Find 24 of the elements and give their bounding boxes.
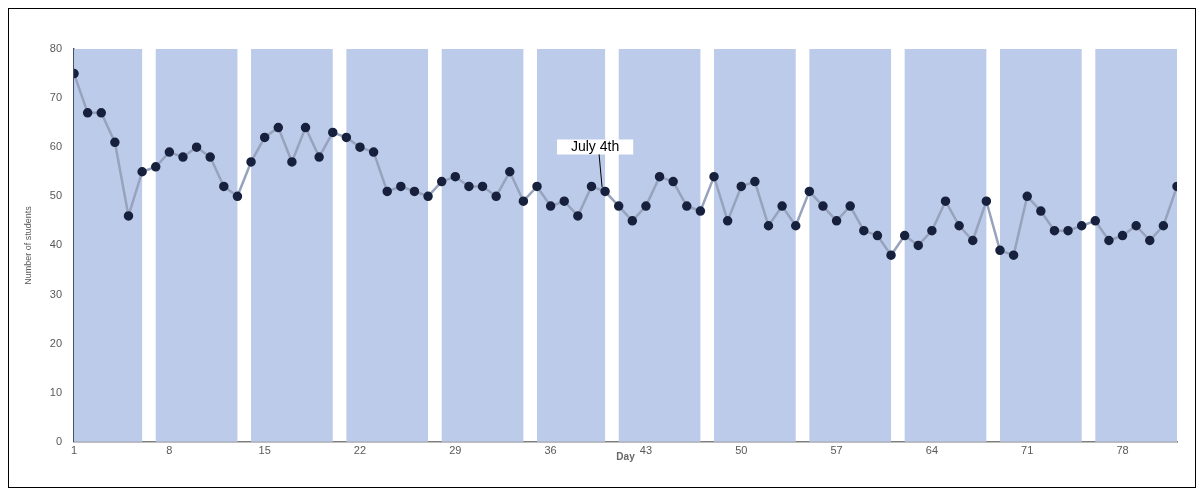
y-tick-label: 0 xyxy=(55,434,63,447)
x-tick-label: 36 xyxy=(544,444,557,457)
x-axis-title: Day xyxy=(616,450,636,462)
y-tick-label: 40 xyxy=(49,238,63,251)
x-tick-label: 50 xyxy=(735,444,748,457)
y-tick-label: 70 xyxy=(49,91,63,104)
annotation: July 4th xyxy=(570,138,620,155)
y-tick-label: 80 xyxy=(49,42,63,55)
x-tick-label: 29 xyxy=(449,444,462,457)
y-axis-title: Number of students xyxy=(22,205,33,285)
x-tick-label: 15 xyxy=(258,444,271,457)
x-tick-label: 57 xyxy=(830,444,843,457)
x-tick-label: 43 xyxy=(639,444,653,457)
y-tick-label: 50 xyxy=(49,189,63,202)
x-tick-label: 78 xyxy=(1116,444,1129,457)
y-tick-label: 10 xyxy=(49,385,63,398)
y-tick-label: 20 xyxy=(49,336,63,349)
x-tick-label: 64 xyxy=(925,444,939,457)
x-tick-label: 22 xyxy=(353,444,367,457)
y-tick-label: 60 xyxy=(49,140,63,153)
x-tick-label: 8 xyxy=(166,444,173,457)
x-tick-label: 71 xyxy=(1021,444,1034,457)
x-tick-label: 1 xyxy=(70,444,78,457)
y-tick-label: 30 xyxy=(49,287,63,300)
